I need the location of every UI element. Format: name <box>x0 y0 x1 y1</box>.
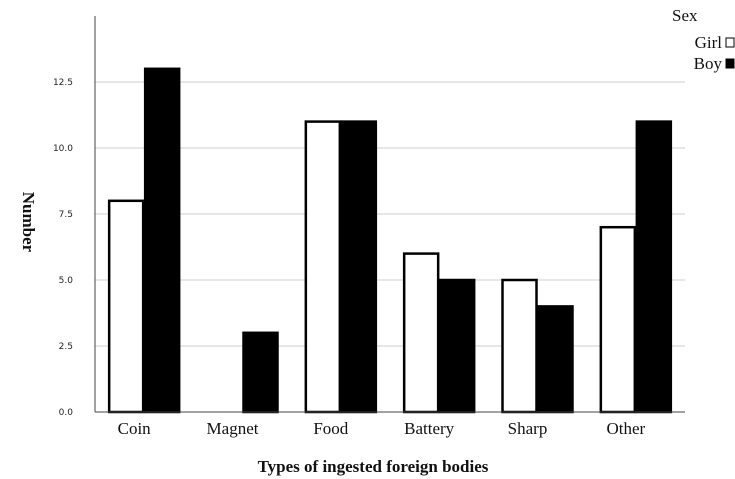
x-tick-label: Magnet <box>207 419 259 438</box>
bar-boy-coin <box>143 67 181 414</box>
y-tick-label: 0.0 <box>59 408 74 418</box>
axes <box>94 16 685 413</box>
legend: Sex Girl Boy <box>672 6 735 73</box>
y-tick-label: 2.5 <box>59 342 73 352</box>
legend-swatch <box>725 37 735 48</box>
legend-label: Boy <box>694 54 723 73</box>
bar-girl-battery <box>402 252 440 414</box>
gridlines <box>95 81 685 347</box>
x-axis-title: Types of ingested foreign bodies <box>258 457 489 476</box>
bars <box>107 67 673 414</box>
legend-swatch <box>725 58 735 69</box>
bar-girl-other <box>599 225 637 414</box>
bar-boy-battery <box>438 278 476 414</box>
bar-boy-sharp <box>537 305 574 414</box>
y-tick-labels: 0.0 2.5 5.0 7.5 10.0 12.5 <box>53 78 73 418</box>
x-tick-label: Coin <box>118 419 152 438</box>
bar-girl-sharp <box>501 278 538 414</box>
bar-girl-food <box>304 120 342 414</box>
x-tick-label: Other <box>606 419 645 438</box>
legend-items: Girl Boy <box>694 33 735 73</box>
x-tick-label: Sharp <box>508 419 548 438</box>
legend-label: Girl <box>695 33 723 52</box>
y-tick-label: 5.0 <box>59 276 74 286</box>
bar-boy-other <box>635 120 673 414</box>
legend-title: Sex <box>672 6 698 25</box>
x-tick-labels: Coin Magnet Food Battery Sharp Other <box>118 419 646 438</box>
bar-boy-food <box>340 120 378 414</box>
bar-boy-magnet <box>242 331 279 414</box>
y-tick-label: 7.5 <box>59 210 73 220</box>
y-tick-label: 10.0 <box>53 144 73 154</box>
y-axis-title: Number <box>19 192 38 253</box>
y-tick-label: 12.5 <box>53 78 73 88</box>
x-tick-label: Food <box>313 419 348 438</box>
x-tick-label: Battery <box>404 419 455 438</box>
bar-girl-coin <box>107 199 145 414</box>
